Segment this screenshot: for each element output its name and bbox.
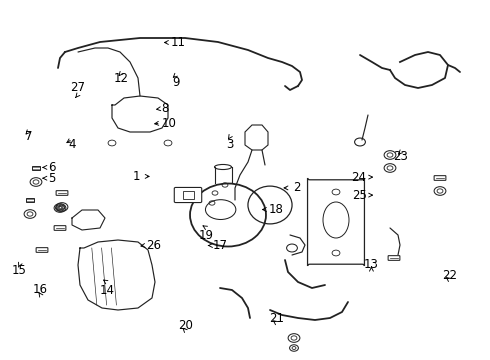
Text: 27: 27 xyxy=(70,81,85,94)
Text: 11: 11 xyxy=(171,36,186,49)
Text: 24: 24 xyxy=(351,171,367,184)
Text: 4: 4 xyxy=(69,138,76,150)
Text: 1: 1 xyxy=(133,170,140,183)
Text: 16: 16 xyxy=(33,283,48,296)
Text: 25: 25 xyxy=(352,189,367,202)
Text: 14: 14 xyxy=(99,284,114,297)
Text: 10: 10 xyxy=(162,117,176,130)
Text: 12: 12 xyxy=(114,72,129,85)
Text: 19: 19 xyxy=(198,229,213,242)
Text: 26: 26 xyxy=(146,239,161,252)
Text: 15: 15 xyxy=(12,264,27,276)
Bar xyxy=(25,198,34,202)
Bar xyxy=(183,192,194,199)
FancyBboxPatch shape xyxy=(308,178,365,266)
Text: 5: 5 xyxy=(48,172,55,185)
Text: 22: 22 xyxy=(442,269,457,282)
Text: 2: 2 xyxy=(293,181,300,194)
FancyBboxPatch shape xyxy=(36,248,48,252)
FancyBboxPatch shape xyxy=(174,188,202,203)
Text: 13: 13 xyxy=(364,258,379,271)
Text: 9: 9 xyxy=(172,76,180,89)
Text: 8: 8 xyxy=(162,102,169,115)
FancyBboxPatch shape xyxy=(56,191,68,195)
Text: 17: 17 xyxy=(213,239,228,252)
FancyBboxPatch shape xyxy=(54,226,66,230)
Text: 7: 7 xyxy=(24,130,32,143)
Polygon shape xyxy=(245,125,268,150)
Text: 18: 18 xyxy=(269,203,283,216)
Text: 23: 23 xyxy=(393,150,408,163)
Text: 21: 21 xyxy=(270,312,284,325)
Bar xyxy=(31,166,40,170)
Text: 20: 20 xyxy=(178,319,193,332)
FancyBboxPatch shape xyxy=(434,176,446,180)
Text: 6: 6 xyxy=(48,161,55,174)
Text: 3: 3 xyxy=(226,138,234,150)
FancyBboxPatch shape xyxy=(388,256,400,260)
